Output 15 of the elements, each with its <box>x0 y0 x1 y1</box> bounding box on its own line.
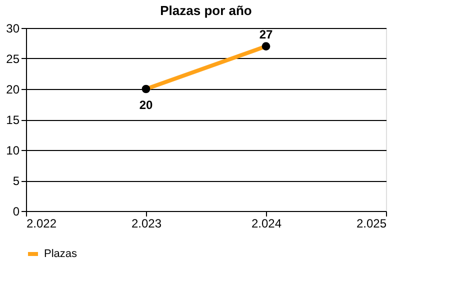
x-tick-label: 2.025 <box>356 216 387 230</box>
y-tick-label: 5 <box>12 174 20 188</box>
y-tick-label: 15 <box>6 113 20 127</box>
legend-label: Plazas <box>44 248 78 260</box>
chart-title: Plazas por año <box>160 3 252 18</box>
x-tick-label: 2.022 <box>26 216 57 230</box>
x-tick-label: 2.023 <box>131 216 162 230</box>
x-tick-label: 2.024 <box>251 216 282 230</box>
data-label: 20 <box>139 98 153 112</box>
data-label: 27 <box>259 27 273 42</box>
y-tick-label: 0 <box>12 204 20 218</box>
y-tick-label: 10 <box>6 144 20 158</box>
y-tick-label: 30 <box>6 22 20 36</box>
y-tick-label: 25 <box>6 52 20 66</box>
y-tick-label: 20 <box>6 82 20 96</box>
